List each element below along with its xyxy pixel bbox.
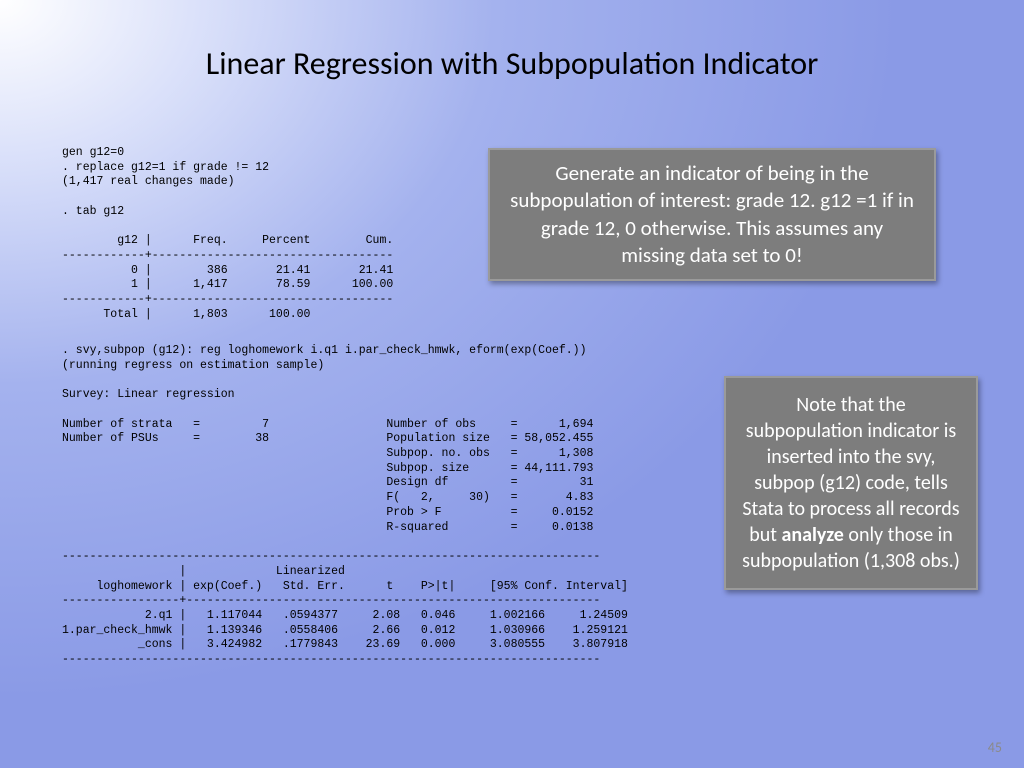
callout2-bold: analyze bbox=[781, 523, 843, 547]
page-number: 45 bbox=[988, 739, 1002, 756]
callout-indicator-explain: Generate an indicator of being in the su… bbox=[488, 148, 936, 281]
stata-code-tab: gen g12=0 . replace g12=1 if grade != 12… bbox=[62, 146, 393, 323]
slide-title: Linear Regression with Subpopulation Ind… bbox=[0, 44, 1024, 83]
stata-code-regression: . svy,subpop (g12): reg loghomework i.q1… bbox=[62, 344, 628, 668]
callout-subpop-explain: Note that the subpopulation indicator is… bbox=[724, 376, 978, 590]
